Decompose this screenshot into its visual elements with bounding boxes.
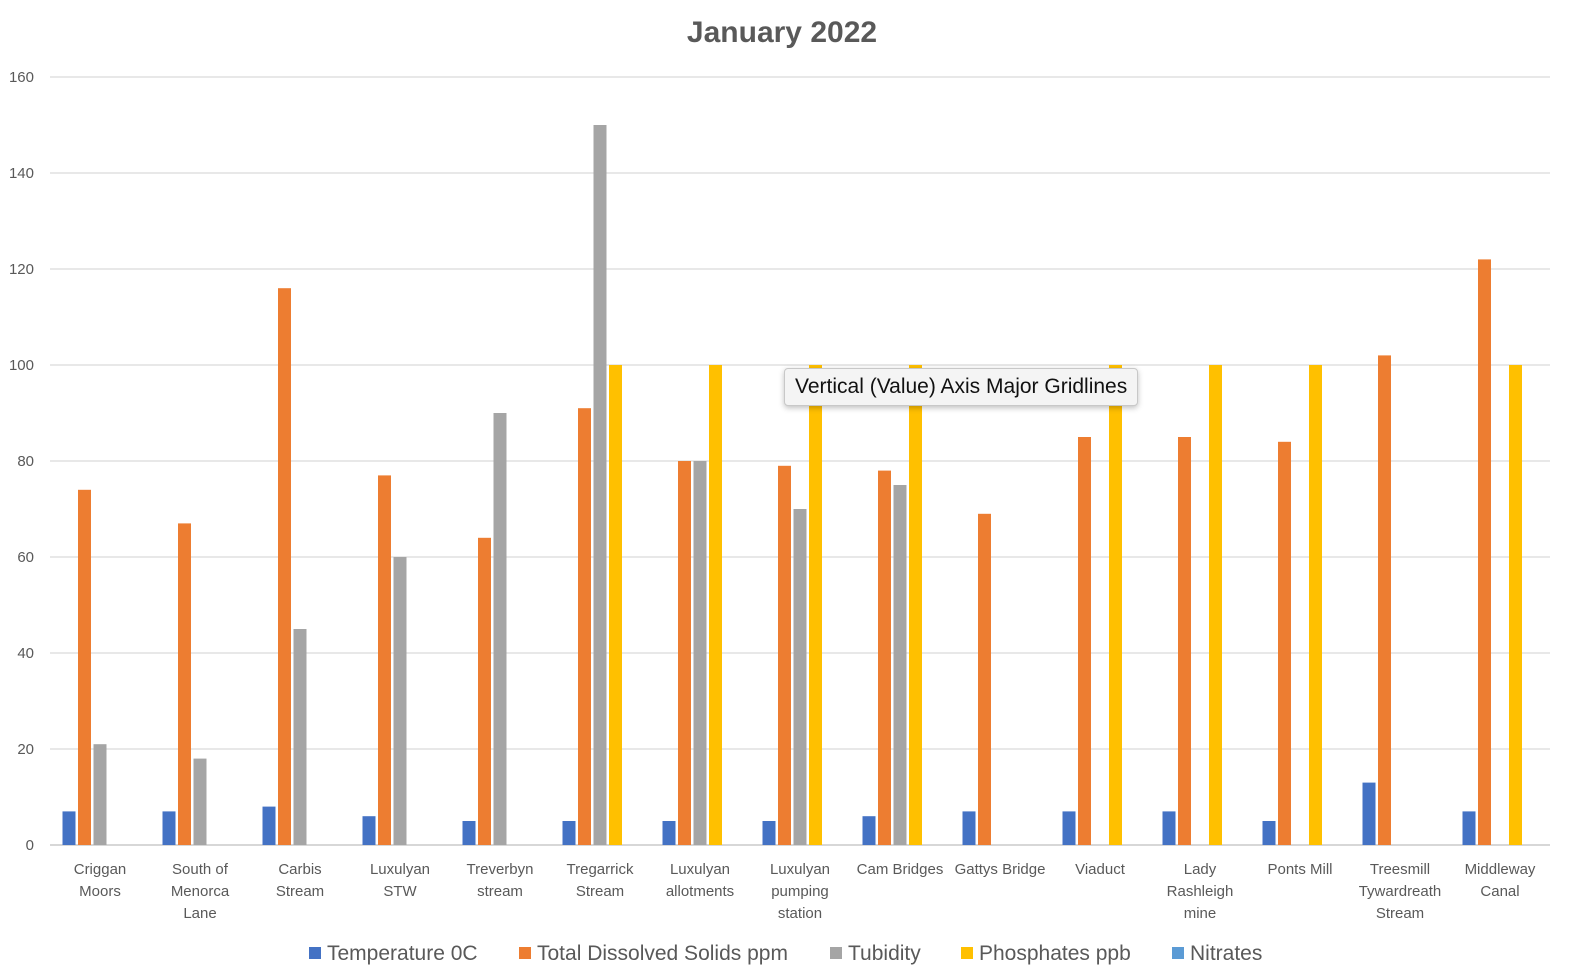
bar[interactable] [393,557,407,845]
x-tick-label: Treverbyn stream [467,861,534,900]
x-axis-tick-labels[interactable]: Criggan Moors South of Menorca Lane Carbis Str… [74,861,1536,922]
bar[interactable] [1309,365,1322,845]
bar[interactable] [978,513,991,845]
bar[interactable] [178,523,191,845]
bar[interactable] [878,470,891,845]
legend-swatch[interactable] [519,947,531,959]
x-tick-label: Middleway Canal [1465,861,1536,900]
x-tick-label: Carbis Stream [276,861,324,900]
bar[interactable] [893,485,907,845]
legend-entry[interactable]: Total Dissolved Solids ppm [537,942,788,965]
legend-entry[interactable]: Nitrates [1190,942,1262,965]
legend-swatch[interactable] [309,947,321,959]
bar[interactable] [378,475,391,845]
bar[interactable] [493,413,507,845]
bar[interactable] [1378,355,1391,845]
bar[interactable] [562,821,576,845]
legend-swatch[interactable] [830,947,842,959]
bar[interactable] [1362,782,1376,845]
y-tick-label: 40 [17,645,34,662]
bar[interactable] [1262,821,1276,845]
bar[interactable] [62,811,76,845]
legend-entry[interactable]: Tubidity [848,942,921,965]
x-tick-label: Treesmill Tywardreath Stream [1359,861,1442,922]
bar[interactable] [1078,437,1091,845]
x-tick-label: Luxulyan pumping station [770,861,830,922]
x-tick-label: Viaduct [1075,861,1126,878]
x-tick-label: Luxulyan allotments [666,861,734,900]
legend[interactable]: Temperature 0C Total Dissolved Solids ppm… [309,942,1262,965]
legend-entry[interactable]: Phosphates ppb [979,942,1131,965]
gridlines-tooltip: Vertical (Value) Axis Major Gridlines [784,368,1139,406]
bar[interactable] [462,821,476,845]
y-tick-label: 20 [17,741,34,758]
y-axis-tick-labels[interactable]: 0 20 40 60 80 100 120 140 160 [9,69,34,854]
legend-swatch[interactable] [1172,947,1184,959]
bar[interactable] [762,821,776,845]
bar[interactable] [78,489,91,845]
bar[interactable] [909,365,922,845]
bar[interactable] [193,758,207,845]
bar[interactable] [478,537,491,845]
y-tick-label: 0 [26,837,34,854]
x-tick-label: Tregarrick Stream [567,861,634,900]
bar[interactable] [93,744,107,845]
bar[interactable] [1509,365,1522,845]
bar[interactable] [1278,441,1291,845]
x-tick-label: Gattys Bridge [955,861,1046,878]
bar[interactable] [1478,259,1491,845]
bar[interactable] [709,365,722,845]
y-tick-label: 160 [9,69,34,86]
bar[interactable] [778,465,791,845]
plot-area[interactable] [62,125,1523,845]
legend-swatch[interactable] [961,947,973,959]
bar[interactable] [862,816,876,845]
bar[interactable] [578,408,591,845]
bar[interactable] [693,461,707,845]
bar[interactable] [1209,365,1222,845]
x-tick-label: South of Menorca Lane [171,861,230,922]
bar[interactable] [662,821,676,845]
bar[interactable] [1109,365,1122,845]
bar[interactable] [678,461,691,845]
y-tick-label: 100 [9,357,34,374]
bar[interactable] [809,365,822,845]
x-tick-label: Cam Bridges [857,861,944,878]
y-tick-label: 80 [17,453,34,470]
bar[interactable] [1162,811,1176,845]
bar[interactable] [278,288,291,845]
legend-entry[interactable]: Temperature 0C [327,942,478,965]
bar[interactable] [262,806,276,845]
bar[interactable] [1062,811,1076,845]
chart-title[interactable]: January 2022 [687,16,877,49]
bar[interactable] [1178,437,1191,845]
bar[interactable] [793,509,807,845]
y-tick-label: 60 [17,549,34,566]
y-tick-label: 140 [9,165,34,182]
bar[interactable] [162,811,176,845]
bar[interactable] [962,811,976,845]
x-tick-label: Ponts Mill [1267,861,1332,878]
bar[interactable] [293,629,307,845]
y-tick-label: 120 [9,261,34,278]
x-tick-label: Lady Rashleigh mine [1167,861,1234,922]
bar[interactable] [362,816,376,845]
bar[interactable] [593,125,607,845]
bar[interactable] [1462,811,1476,845]
x-tick-label: Criggan Moors [74,861,127,900]
x-tick-label: Luxulyan STW [370,861,430,900]
bar[interactable] [609,365,622,845]
